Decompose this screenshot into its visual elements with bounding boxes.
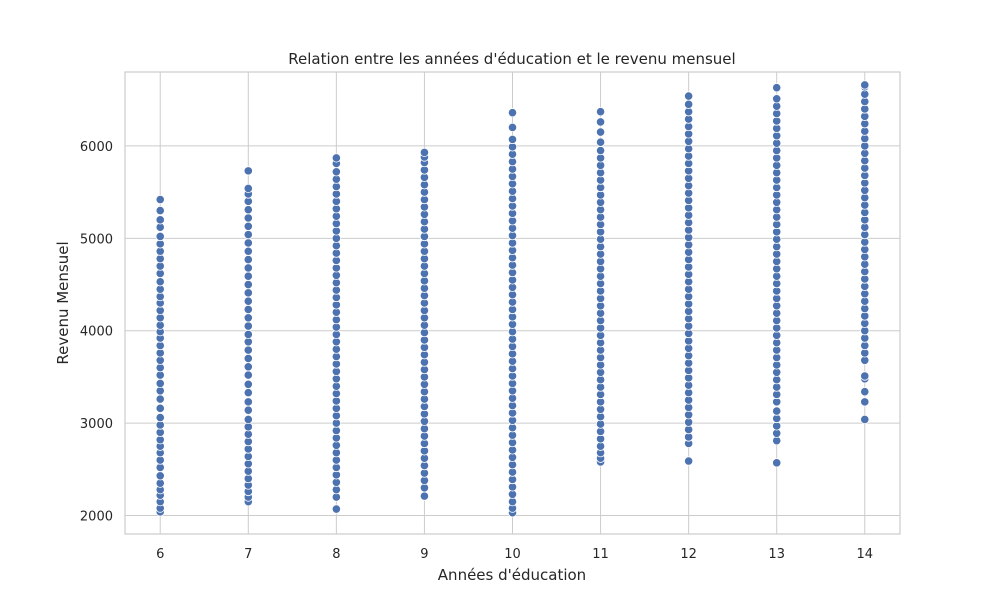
- data-point: [507, 108, 518, 118]
- data-point: [155, 194, 165, 205]
- data-point: [243, 379, 253, 389]
- data-point: [772, 83, 782, 93]
- data-point: [243, 370, 253, 380]
- x-tick-label: 8: [332, 547, 340, 562]
- data-points: [155, 80, 870, 518]
- data-point: [860, 387, 870, 397]
- data-point: [243, 397, 253, 407]
- data-point: [243, 313, 253, 323]
- data-point: [155, 471, 165, 481]
- data-point: [331, 504, 341, 514]
- x-axis-label: Années d'éducation: [438, 566, 586, 584]
- data-point: [860, 397, 870, 407]
- y-tick-label: 2000: [80, 510, 113, 525]
- data-point: [155, 378, 165, 388]
- data-point: [243, 304, 253, 315]
- data-point: [684, 91, 694, 101]
- data-point: [772, 406, 782, 416]
- data-point: [155, 215, 165, 225]
- data-point: [243, 288, 253, 298]
- chart-title: Relation entre les années d'éducation et…: [288, 50, 735, 68]
- data-point: [772, 458, 782, 468]
- data-point: [684, 99, 694, 109]
- data-point: [772, 94, 782, 104]
- data-point: [243, 329, 253, 340]
- data-point: [860, 80, 870, 90]
- data-point: [507, 134, 518, 145]
- data-point: [243, 271, 253, 281]
- data-point: [155, 206, 165, 216]
- plot-frame: [124, 71, 901, 535]
- data-point: [684, 456, 694, 466]
- data-point: [419, 491, 430, 501]
- y-axis-label: Revenu Mensuel: [54, 241, 72, 364]
- data-point: [595, 117, 606, 127]
- data-point: [243, 405, 253, 415]
- data-point: [155, 403, 165, 413]
- data-point: [243, 183, 253, 194]
- data-point: [243, 296, 253, 306]
- x-tick-label: 13: [768, 547, 785, 562]
- data-point: [595, 137, 606, 147]
- data-point: [243, 279, 253, 290]
- data-point: [243, 221, 253, 231]
- x-tick-label: 14: [856, 547, 873, 562]
- x-tick-label: 12: [680, 547, 697, 562]
- data-point: [243, 263, 253, 273]
- y-tick-label: 6000: [80, 140, 113, 155]
- y-tick-label: 4000: [80, 325, 113, 340]
- x-tick-label: 9: [420, 547, 428, 562]
- x-tick-label: 6: [156, 547, 164, 562]
- x-tick-label: 11: [592, 547, 609, 562]
- data-point: [155, 277, 165, 287]
- data-point: [331, 153, 341, 163]
- data-point: [243, 254, 253, 265]
- data-point: [243, 166, 253, 176]
- data-point: [243, 205, 253, 215]
- data-point: [243, 238, 253, 248]
- x-tick-label: 10: [504, 547, 521, 562]
- y-tick-label: 3000: [80, 417, 113, 432]
- data-point: [155, 231, 165, 242]
- data-point: [243, 345, 253, 355]
- data-point: [419, 147, 430, 157]
- data-point: [860, 371, 870, 381]
- data-point: [243, 388, 253, 398]
- data-point: [243, 321, 253, 331]
- x-tick-label: 7: [244, 547, 252, 562]
- data-point: [243, 230, 253, 240]
- data-point: [243, 353, 253, 364]
- data-point: [155, 412, 165, 423]
- data-point: [595, 127, 606, 137]
- y-tick-label: 5000: [80, 232, 113, 247]
- data-point: [331, 167, 341, 177]
- data-point: [507, 122, 518, 133]
- data-point: [243, 414, 253, 425]
- data-point: [860, 414, 870, 425]
- x-tick-labels: 6 7 8 9 10 11 12 13 14: [156, 547, 873, 562]
- data-point: [243, 362, 253, 372]
- data-point: [155, 394, 165, 404]
- data-point: [595, 107, 606, 117]
- data-point: [243, 246, 253, 256]
- data-point: [595, 145, 606, 156]
- data-point: [243, 213, 253, 223]
- y-tick-labels: 2000 3000 4000 5000 6000: [80, 140, 113, 525]
